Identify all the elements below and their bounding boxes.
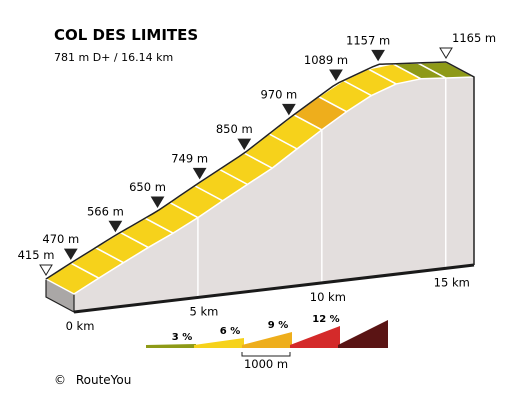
elevation-marker: [39, 264, 53, 276]
profile-base-line: [73, 263, 475, 314]
elevation-label: 566 m: [87, 204, 124, 218]
elevation-marker: [281, 103, 296, 116]
legend-swatch: [146, 344, 196, 348]
distance-label: 0 km: [66, 319, 95, 333]
legend-label: 3 %: [172, 332, 192, 343]
legend-swatch: [290, 326, 340, 348]
copyright: © RouteYou: [54, 373, 131, 387]
profile-bottom-edge: [73, 263, 475, 314]
elevation-marker: [192, 167, 207, 180]
elevation-label: 850 m: [216, 122, 253, 136]
profile-top-edge: [45, 61, 447, 280]
profile-wall: [45, 77, 474, 314]
legend-swatch: [194, 338, 244, 348]
elevation-label: 1165 m: [452, 31, 496, 45]
elevation-marker: [371, 49, 385, 62]
chart-title: COL DES LIMITES: [54, 26, 198, 44]
legend: 3 % 6 % 9 % 12 % 1000 m: [146, 314, 388, 371]
copyright-symbol: ©: [54, 373, 66, 387]
distance-labels: 0 km 5 km 10 km 15 km: [66, 275, 470, 333]
scale-label: 1000 m: [244, 357, 288, 371]
elevation-marker: [439, 47, 453, 59]
legend-label: 12 %: [312, 314, 339, 325]
distance-label: 5 km: [189, 304, 218, 318]
elevation-label: 650 m: [129, 180, 166, 194]
elevation-marker: [329, 69, 343, 81]
chart-subtitle: 781 m D+ / 16.14 km: [54, 51, 173, 64]
elevation-markers: 415 m 470 m 566 m 650 m 749 m 850 m 970 m 1089 …: [18, 31, 496, 276]
elevation-marker: [63, 248, 78, 261]
legend-swatch: [338, 320, 388, 348]
distance-label: 10 km: [310, 290, 346, 304]
copyright-text: RouteYou: [76, 373, 132, 387]
elevation-label: 470 m: [42, 232, 79, 246]
elevation-label: 415 m: [18, 248, 55, 262]
profile-wall-face: [74, 77, 474, 312]
elevation-marker: [108, 220, 123, 233]
elevation-label: 1089 m: [304, 53, 348, 67]
legend-label: 6 %: [220, 326, 240, 337]
elevation-marker: [237, 138, 252, 151]
scale-bracket: [241, 352, 291, 357]
elevation-label: 749 m: [171, 151, 208, 165]
elevation-label: 1157 m: [346, 33, 390, 47]
legend-swatch: [242, 332, 292, 348]
elevation-marker: [150, 196, 165, 208]
legend-label: 9 %: [268, 320, 288, 331]
distance-label: 15 km: [434, 275, 470, 289]
elevation-label: 970 m: [260, 87, 297, 101]
profile-top-surface: [45, 61, 475, 295]
profile-right-edge: [445, 61, 475, 265]
